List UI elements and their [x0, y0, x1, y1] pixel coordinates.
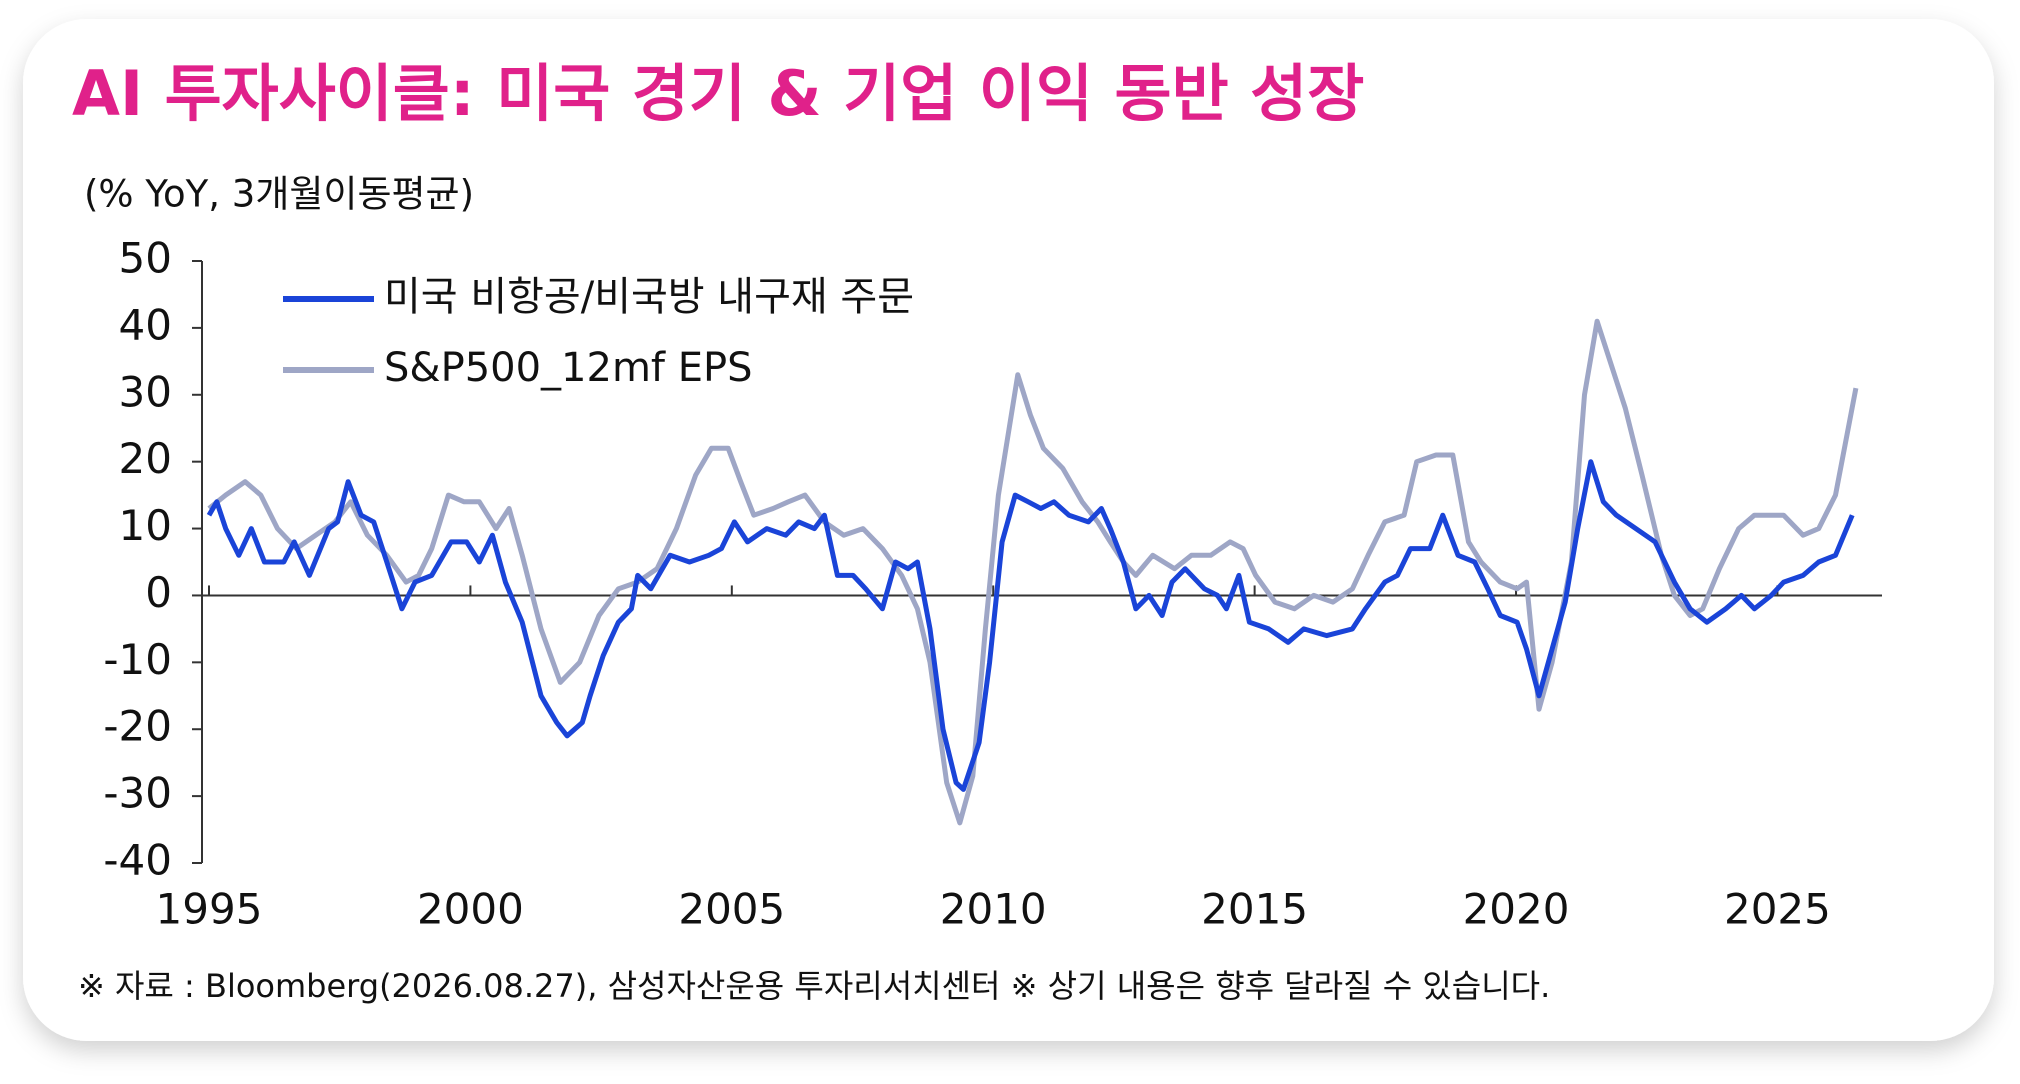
- y-tick-label: 30: [119, 367, 172, 416]
- x-tick-label: 2025: [1724, 885, 1831, 934]
- card: [23, 19, 1994, 1041]
- series-line: [206, 459, 1855, 792]
- legend-label: 미국 비항공/비국방 내구재 주문: [384, 274, 914, 320]
- y-tick-label: 0: [145, 568, 172, 617]
- chart-title: AI 투자사이클: 미국 경기 & 기업 이익 동반 성장: [72, 57, 1364, 130]
- source-note: ※ 자료 : Bloomberg(2026.08.27), 삼성자산운용 투자리…: [78, 967, 1550, 1005]
- subtitle: (% YoY, 3개월이동평균): [84, 173, 474, 216]
- y-tick-label: 40: [119, 300, 172, 349]
- y-tick-label: 10: [119, 501, 172, 550]
- x-tick-label: 1995: [156, 885, 263, 934]
- x-tick-label: 2015: [1201, 885, 1308, 934]
- y-tick-label: -20: [103, 702, 172, 751]
- x-tick-label: 2005: [678, 885, 785, 934]
- x-tick-label: 2000: [417, 885, 524, 934]
- y-tick-label: 50: [119, 234, 172, 283]
- x-tick-label: 2010: [940, 885, 1047, 934]
- series-line: [207, 318, 1859, 826]
- legend-label: S&P500_12mf EPS: [384, 345, 753, 391]
- y-tick-label: -10: [103, 635, 172, 684]
- y-tick-label: -40: [103, 836, 172, 885]
- x-tick-label: 2020: [1463, 885, 1570, 934]
- y-tick-label: -30: [103, 769, 172, 818]
- y-tick-label: 20: [119, 434, 172, 483]
